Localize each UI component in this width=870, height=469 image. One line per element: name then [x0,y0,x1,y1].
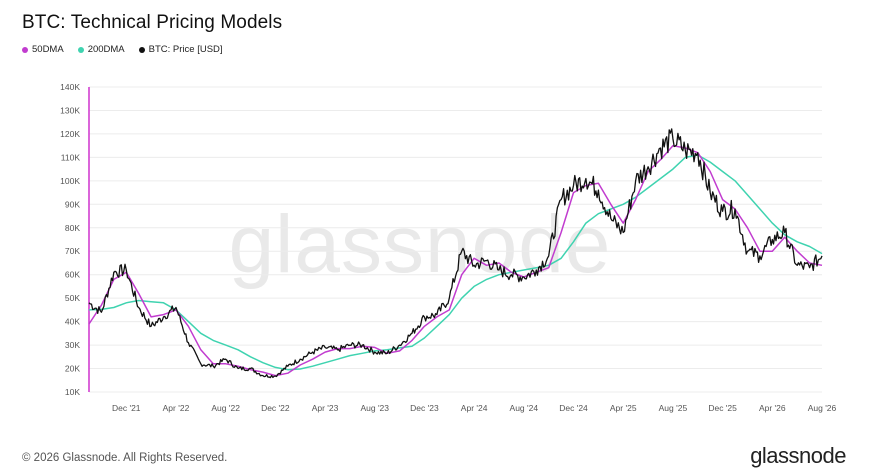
x-tick-label: Aug '23 [360,403,389,413]
x-tick-label: Dec '22 [261,403,290,413]
legend-dot-btc-price [138,46,145,53]
x-tick-label: Apr '25 [610,403,637,413]
y-tick-label: 100K [60,176,80,186]
y-tick-label: 10K [65,387,80,397]
legend-item-200dma[interactable]: 200DMA [77,44,125,55]
legend-dot-50dma [22,46,28,53]
x-tick-label: Dec '24 [559,403,588,413]
y-axis-ticks: 10K 20K 30K 40K 50K 60K 70K 80K 90K 100K 110K 120K 1… [60,82,80,397]
y-tick-label: 140K [60,82,80,92]
x-tick-label: Apr '24 [461,403,488,413]
x-tick-label: Dec '25 [708,403,737,413]
y-tick-label: 70K [65,246,80,256]
legend-label-200dma: 200DMA [87,44,125,55]
watermark-text: glassnode [229,199,612,290]
y-tick-label: 20K [65,364,80,374]
x-tick-label: Dec '21 [112,403,141,413]
y-tick-label: 90K [65,199,80,209]
y-tick-label: 60K [65,270,80,280]
y-tick-label: 110K [61,152,81,162]
legend-dot-200dma [77,46,84,53]
x-tick-label: Apr '26 [759,403,786,413]
y-tick-label: 120K [60,129,80,139]
x-tick-label: Aug '24 [510,403,539,413]
series-group [88,128,823,379]
x-tick-label: Apr '22 [163,403,190,413]
x-tick-label: Dec '23 [410,403,439,413]
x-axis-ticks: Dec '21 Apr '22 Aug '22 Dec '22 Apr '23 Aug '… [112,403,837,413]
y-tick-label: 50K [65,293,80,303]
copyright-text: © 2026 Glassnode. All Rights Reserved. [22,452,228,464]
y-tick-label: 40K [65,317,80,327]
grid [89,86,822,393]
series-line-50dma[interactable] [88,144,823,377]
y-tick-label: 30K [65,340,80,350]
legend-label-50dma: 50DMA [32,44,64,55]
legend: 50DMA 200DMA BTC: Price [USD] [22,44,223,55]
x-tick-label: Aug '25 [659,403,688,413]
legend-label-btc-price: BTC: Price [USD] [148,44,223,55]
legend-item-btc-price[interactable]: BTC: Price [USD] [138,44,223,55]
x-tick-label: Aug '22 [211,403,240,413]
y-tick-label: 80K [65,223,80,233]
x-tick-label: Apr '23 [312,403,339,413]
legend-item-50dma[interactable]: 50DMA [22,44,64,55]
chart-title: BTC: Technical Pricing Models [22,12,283,33]
x-tick-label: Aug '26 [808,403,837,413]
glassnode-logo[interactable]: glassnode [750,443,846,468]
series-line-btc-price[interactable] [88,128,823,379]
y-tick-label: 130K [60,105,80,115]
